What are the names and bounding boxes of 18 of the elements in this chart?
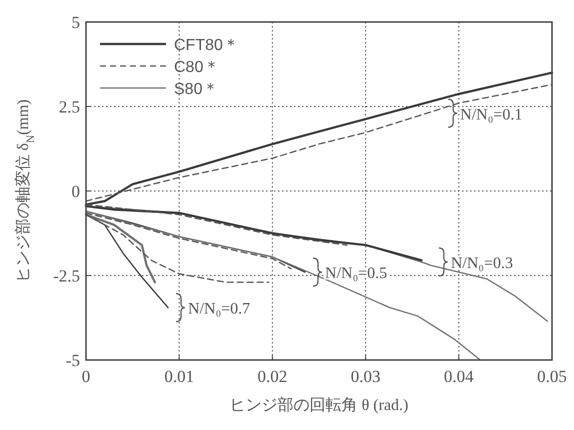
x-tick-label: 0.05	[537, 367, 567, 386]
y-tick-label: 0	[72, 182, 80, 201]
y-tick-label: 2.5	[58, 98, 80, 116]
legend-label: CFT80＊	[174, 37, 239, 54]
annotation: N/N₀=0.3	[450, 254, 513, 272]
y-tick-label: -2.5	[53, 266, 80, 286]
legend-label: S80＊	[174, 81, 218, 98]
x-tick-label: 0.02	[258, 367, 288, 386]
annotation: N/N₀=0.1	[460, 106, 522, 124]
x-axis-title: ヒンジ部の回転角 θ (rad.)	[230, 396, 408, 414]
annotation: N/N₀=0.5	[325, 265, 388, 282]
y-tick-label: -5	[66, 351, 80, 370]
y-tick-label: 5	[72, 13, 80, 32]
x-tick-label: 0.03	[350, 367, 380, 386]
x-tick-label: 0.01	[164, 367, 194, 386]
annotation: N/N₀=0.7	[188, 300, 250, 318]
x-tick-label: 0.04	[444, 367, 474, 386]
legend-label: C80＊	[174, 59, 220, 76]
